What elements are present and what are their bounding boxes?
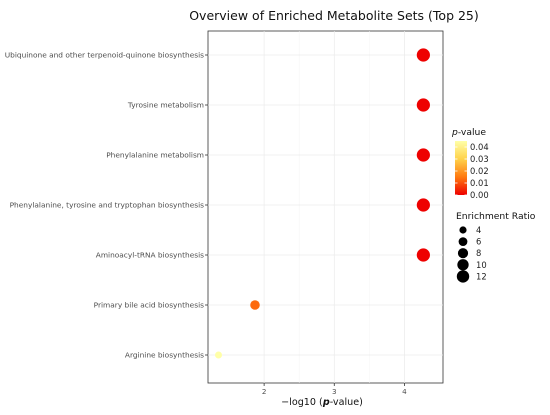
grid-lines: [208, 31, 443, 383]
size-legend-label: 12: [476, 271, 487, 281]
x-axis-title-emphasis: p: [322, 397, 330, 408]
size-legend-label: 8: [476, 248, 481, 258]
data-point: [215, 351, 223, 359]
category-labels: Ubiquinone and other terpenoid-quinone b…: [5, 51, 208, 360]
category-label: Aminoacyl-tRNA biosynthesis: [96, 251, 204, 260]
category-label: Tyrosine metabolism: [127, 101, 204, 110]
colorbar-tick-label: 0.03: [470, 154, 489, 164]
category-label: Phenylalanine, tyrosine and tryptophan b…: [10, 201, 205, 210]
p-value-legend-title: p-value: [451, 127, 486, 138]
x-tick-label: 3: [332, 387, 337, 396]
colorbar-tick-label: 0.01: [470, 178, 489, 188]
p-value-legend-title-rest: -value: [458, 127, 487, 138]
x-axis-title-prefix: −log10 (: [281, 397, 323, 408]
p-value-legend-title-emphasis: p: [451, 127, 458, 138]
p-value-legend-ticks: 0.04 0.03 0.02 0.01 0.00: [455, 142, 489, 200]
plot-panel: [207, 30, 444, 384]
colorbar-tick-label: 0.00: [470, 190, 489, 200]
category-label: Phenylalanine metabolism: [106, 151, 204, 160]
data-point: [416, 98, 430, 112]
p-value-legend: p-value 0.04 0.03 0.02 0.01 0.00: [451, 127, 489, 200]
data-point: [416, 198, 430, 212]
size-legend-dot: [456, 270, 470, 283]
data-point: [250, 300, 260, 310]
chart-title: Overview of Enriched Metabolite Sets (To…: [189, 8, 479, 23]
category-label: Primary bile acid biosynthesis: [94, 301, 204, 310]
data-point: [416, 48, 430, 62]
x-axis-ticks: 2 3 4: [262, 383, 407, 396]
size-legend-dot: [459, 226, 467, 234]
size-legend-dot: [457, 259, 469, 271]
x-axis-title: −log10 (p-value): [281, 397, 363, 408]
size-legend-dot: [457, 248, 469, 259]
data-points: [215, 48, 430, 359]
data-point: [416, 248, 430, 262]
category-label: Arginine biosynthesis: [125, 351, 204, 360]
colorbar-tick-label: 0.04: [470, 142, 489, 152]
size-legend-label: 6: [476, 237, 481, 247]
size-legend-dot: [458, 237, 468, 246]
data-point: [416, 148, 430, 162]
enrichment-ratio-legend-title: Enrichment Ratio: [456, 211, 536, 222]
colorbar-tick-label: 0.02: [470, 166, 489, 176]
x-tick-label: 2: [262, 387, 267, 396]
category-label: Ubiquinone and other terpenoid-quinone b…: [5, 51, 204, 60]
size-legend-label: 4: [476, 225, 481, 235]
size-legend-label: 10: [476, 260, 487, 270]
x-axis-title-suffix: -value): [330, 397, 363, 408]
p-value-colorbar: [455, 141, 467, 195]
x-tick-label: 4: [402, 387, 407, 396]
